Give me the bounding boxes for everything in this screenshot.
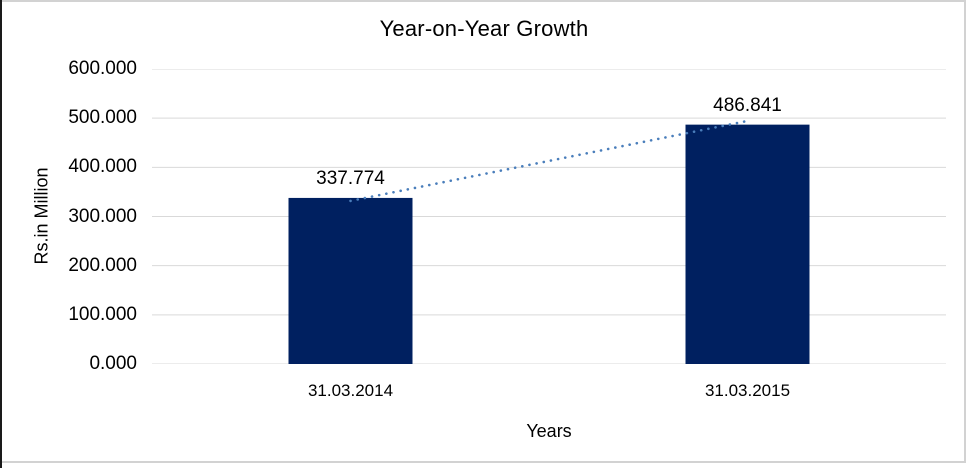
data-label: 486.841 — [713, 94, 782, 116]
x-tick-label: 31.03.2015 — [704, 381, 791, 400]
x-axis-title: Years — [526, 421, 572, 441]
y-tick-label: 400.000 — [68, 156, 137, 178]
y-tick-label: 200.000 — [68, 254, 137, 276]
y-tick-label: 600.000 — [68, 58, 137, 79]
y-tick-label: 100.000 — [68, 303, 137, 325]
trendline — [349, 119, 751, 203]
y-tick-label: 0.000 — [89, 353, 137, 374]
y-tick-label: 500.000 — [68, 107, 137, 129]
chart-title: Year-on-Year Growth — [379, 16, 589, 41]
y-tick-label: 300.000 — [68, 205, 137, 227]
x-tick-label: 31.03.2014 — [307, 381, 394, 400]
bar-31.03.2015 — [685, 124, 810, 364]
plot-svg — [152, 68, 946, 365]
plot-area — [152, 68, 946, 365]
data-label: 337.774 — [316, 167, 385, 189]
bar-31.03.2014 — [288, 197, 413, 364]
